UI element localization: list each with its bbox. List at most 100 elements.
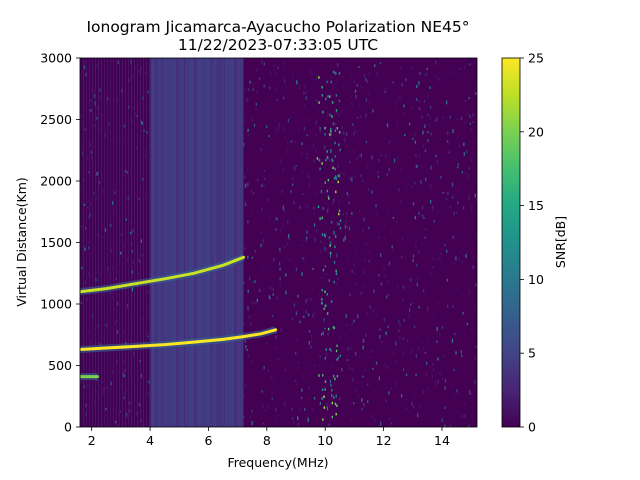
noise-speck — [138, 271, 140, 276]
noise-speck — [447, 191, 449, 195]
noise-speck — [368, 355, 371, 358]
noise-speck — [319, 364, 321, 367]
noise-speck — [444, 378, 447, 383]
noise-speck — [324, 265, 326, 268]
noise-speck — [268, 406, 270, 410]
noise-speck — [355, 389, 357, 392]
noise-speck — [409, 278, 412, 282]
plot-area — [80, 58, 477, 427]
noise-speck — [122, 170, 125, 174]
noise-speck — [453, 211, 455, 215]
noise-speck — [341, 130, 344, 134]
noise-stripe — [140, 58, 141, 427]
noise-speck — [400, 167, 403, 172]
noise-speck — [361, 398, 363, 402]
noise-speck — [296, 80, 298, 85]
noise-speck — [250, 322, 252, 326]
noise-speck — [81, 124, 84, 127]
noise-speck — [136, 146, 138, 150]
noise-speck — [287, 140, 289, 144]
noise-speck — [286, 149, 289, 152]
noise-speck — [348, 201, 350, 205]
noise-speck — [316, 229, 318, 233]
noise-speck — [130, 231, 132, 235]
noise-speck — [96, 379, 98, 382]
noise-speck — [396, 220, 398, 224]
noise-speck — [329, 133, 331, 136]
noise-speck — [335, 176, 338, 181]
y-tick-label: 1500 — [40, 235, 72, 250]
noise-speck — [290, 144, 292, 147]
noise-speck — [285, 179, 287, 182]
noise-speck — [329, 244, 331, 247]
noise-speck — [436, 160, 439, 163]
noise-speck — [305, 91, 307, 95]
noise-speck — [335, 272, 338, 276]
interference-stripe — [150, 58, 152, 427]
noise-stripe — [116, 58, 117, 427]
noise-speck — [275, 217, 277, 220]
noise-speck — [420, 180, 422, 184]
noise-stripe — [80, 58, 81, 427]
noise-speck — [328, 423, 330, 426]
noise-speck — [292, 73, 294, 77]
noise-speck — [321, 233, 324, 237]
noise-speck — [123, 124, 126, 128]
noise-speck — [125, 218, 127, 221]
noise-speck — [336, 404, 338, 407]
noise-speck — [88, 272, 90, 276]
noise-speck — [452, 304, 454, 309]
noise-speck — [360, 174, 362, 177]
noise-speck — [418, 346, 420, 351]
interference-stripe — [168, 58, 170, 427]
interference-stripe — [184, 58, 186, 427]
noise-speck — [364, 258, 366, 263]
noise-speck — [286, 243, 289, 245]
noise-speck — [334, 245, 336, 249]
noise-speck — [421, 206, 424, 210]
noise-speck — [402, 286, 404, 289]
noise-speck — [475, 174, 477, 179]
noise-speck — [251, 118, 254, 122]
noise-speck — [247, 168, 249, 172]
noise-speck — [325, 348, 327, 351]
noise-speck — [417, 277, 419, 281]
interference-stripe — [204, 58, 206, 427]
noise-speck — [123, 396, 125, 400]
noise-speck — [405, 407, 408, 411]
noise-speck — [349, 160, 351, 164]
noise-speck — [384, 90, 386, 94]
noise-speck — [320, 332, 323, 336]
noise-speck — [330, 127, 332, 131]
noise-speck — [333, 261, 336, 264]
interference-stripe — [198, 58, 200, 427]
interference-stripe — [164, 58, 166, 427]
noise-speck — [353, 262, 355, 267]
noise-speck — [90, 340, 92, 344]
noise-speck — [452, 235, 454, 240]
noise-speck — [131, 119, 133, 124]
noise-speck — [321, 397, 323, 400]
noise-speck — [460, 116, 463, 120]
noise-speck — [338, 174, 341, 178]
noise-speck — [393, 158, 396, 163]
noise-speck — [339, 219, 342, 223]
noise-speck — [103, 293, 105, 297]
noise-speck — [429, 105, 432, 109]
interference-stripe — [226, 58, 228, 427]
noise-speck — [469, 122, 471, 126]
noise-speck — [431, 374, 433, 378]
noise-speck — [306, 157, 308, 160]
interference-stripe — [170, 58, 172, 427]
noise-speck — [349, 177, 351, 180]
noise-speck — [325, 232, 327, 235]
noise-speck — [256, 91, 258, 94]
noise-speck — [126, 412, 128, 416]
noise-speck — [319, 130, 321, 133]
noise-speck — [147, 392, 150, 395]
noise-speck — [416, 165, 418, 169]
noise-speck — [369, 350, 371, 353]
noise-speck — [284, 79, 286, 84]
noise-speck — [108, 276, 111, 279]
noise-speck — [332, 166, 334, 170]
